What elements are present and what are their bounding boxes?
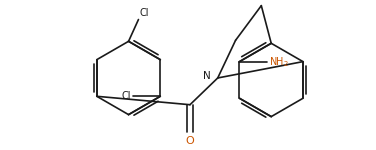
Text: O: O: [186, 136, 194, 146]
Text: NH$_2$: NH$_2$: [269, 55, 289, 69]
Text: N: N: [203, 71, 211, 81]
Text: Cl: Cl: [139, 8, 149, 18]
Text: Cl: Cl: [121, 91, 130, 101]
